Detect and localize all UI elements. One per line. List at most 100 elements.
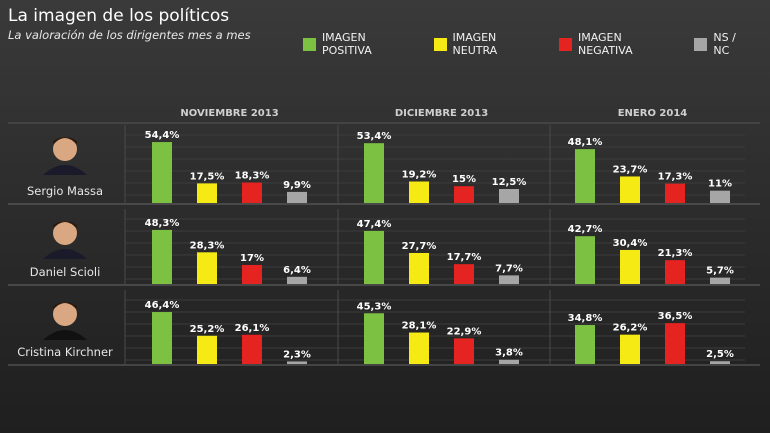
bar-positive bbox=[364, 230, 384, 284]
data-label-positive: 46,4% bbox=[145, 300, 180, 311]
bar-positive bbox=[364, 143, 384, 203]
data-label-negative: 17,3% bbox=[658, 172, 693, 183]
data-label-negative: 18,3% bbox=[235, 171, 270, 182]
legend: IMAGEN POSITIVA IMAGEN NEUTRA IMAGEN NEG… bbox=[303, 31, 770, 57]
bar-nsnc bbox=[499, 189, 519, 203]
data-label-neutral: 28,3% bbox=[190, 240, 225, 251]
bar-positive bbox=[575, 325, 595, 364]
bar-nsnc bbox=[287, 276, 307, 284]
data-label-nsnc: 9,9% bbox=[283, 180, 311, 191]
period-header: DICIEMBRE 2013 bbox=[395, 108, 488, 119]
bar-negative bbox=[454, 338, 474, 364]
politician-avatar-body bbox=[43, 249, 87, 259]
politician-avatar-hair bbox=[53, 137, 77, 145]
politician-avatar-body bbox=[43, 330, 87, 340]
bar-positive bbox=[152, 312, 172, 364]
data-label-negative: 22,9% bbox=[447, 326, 482, 337]
bar-positive bbox=[152, 229, 172, 284]
legend-item-neutral: IMAGEN NEUTRA bbox=[433, 31, 544, 57]
politician-name: Cristina Kirchner bbox=[17, 345, 113, 359]
data-label-neutral: 25,2% bbox=[190, 324, 225, 335]
period-header: NOVIEMBRE 2013 bbox=[180, 108, 278, 119]
legend-label-positive: IMAGEN POSITIVA bbox=[321, 31, 372, 57]
data-label-nsnc: 12,5% bbox=[492, 177, 527, 188]
data-label-positive: 48,3% bbox=[145, 218, 180, 229]
data-label-nsnc: 11% bbox=[708, 179, 732, 190]
data-label-nsnc: 3,8% bbox=[495, 348, 523, 359]
legend-label-nsnc: NS / NC bbox=[713, 31, 736, 57]
legend-label-neutral: IMAGEN NEUTRA bbox=[452, 31, 498, 57]
bar-nsnc bbox=[710, 277, 730, 284]
data-label-negative: 15% bbox=[452, 174, 476, 185]
bar-negative bbox=[665, 323, 685, 364]
bar-neutral bbox=[620, 176, 640, 203]
politician-name: Daniel Scioli bbox=[30, 265, 101, 279]
data-label-neutral: 19,2% bbox=[402, 169, 437, 180]
bar-neutral bbox=[409, 181, 429, 203]
data-label-negative: 26,1% bbox=[235, 323, 270, 334]
bar-neutral bbox=[409, 332, 429, 364]
bar-positive bbox=[575, 149, 595, 203]
data-label-neutral: 30,4% bbox=[613, 238, 648, 249]
bar-neutral bbox=[197, 183, 217, 203]
legend-item-nsnc: NS / NC bbox=[694, 31, 755, 57]
bar-negative bbox=[454, 186, 474, 203]
bar-negative bbox=[242, 334, 262, 364]
bar-positive bbox=[152, 142, 172, 203]
bar-nsnc bbox=[499, 359, 519, 364]
politician-name: Sergio Massa bbox=[27, 184, 103, 198]
politician-avatar bbox=[53, 221, 77, 245]
bar-neutral bbox=[620, 249, 640, 284]
bar-nsnc bbox=[287, 191, 307, 203]
data-label-neutral: 27,7% bbox=[402, 241, 437, 252]
legend-swatch-nsnc bbox=[694, 37, 708, 51]
data-label-positive: 54,4% bbox=[145, 130, 180, 141]
data-label-negative: 17,7% bbox=[447, 252, 482, 263]
bar-nsnc bbox=[287, 361, 307, 364]
politician-avatar bbox=[53, 137, 77, 161]
data-label-neutral: 28,1% bbox=[402, 321, 437, 332]
bar-neutral bbox=[197, 252, 217, 284]
bar-positive bbox=[575, 236, 595, 284]
data-label-neutral: 17,5% bbox=[190, 171, 225, 182]
data-label-neutral: 23,7% bbox=[613, 164, 648, 175]
bar-positive bbox=[364, 313, 384, 364]
data-label-positive: 42,7% bbox=[568, 224, 603, 235]
data-label-positive: 45,3% bbox=[357, 301, 392, 312]
data-label-nsnc: 6,4% bbox=[283, 265, 311, 276]
bar-negative bbox=[242, 182, 262, 203]
data-label-nsnc: 5,7% bbox=[706, 266, 734, 277]
data-label-nsnc: 2,5% bbox=[706, 349, 734, 360]
bar-nsnc bbox=[710, 361, 730, 364]
data-label-nsnc: 7,7% bbox=[495, 263, 523, 274]
bar-neutral bbox=[409, 252, 429, 284]
period-header: ENERO 2014 bbox=[618, 108, 688, 119]
bar-negative bbox=[665, 183, 685, 203]
data-label-negative: 21,3% bbox=[658, 248, 693, 259]
bar-negative bbox=[454, 264, 474, 284]
bar-negative bbox=[665, 260, 685, 284]
bar-nsnc bbox=[499, 275, 519, 284]
chart-title: La imagen de los políticos bbox=[8, 6, 230, 26]
legend-swatch-neutral bbox=[433, 37, 447, 51]
bar-negative bbox=[242, 264, 262, 284]
data-label-neutral: 26,2% bbox=[613, 323, 648, 334]
data-label-positive: 53,4% bbox=[357, 131, 392, 142]
legend-label-negative: IMAGEN NEGATIVA bbox=[577, 31, 633, 57]
data-label-negative: 17% bbox=[240, 253, 264, 264]
chart-subtitle: La valoración de los dirigentes mes a me… bbox=[8, 28, 251, 42]
politician-avatar-hair bbox=[53, 302, 77, 310]
bar-neutral bbox=[197, 335, 217, 364]
politician-avatar-body bbox=[43, 165, 87, 175]
data-label-positive: 47,4% bbox=[357, 219, 392, 230]
bar-neutral bbox=[620, 334, 640, 364]
politician-avatar bbox=[53, 302, 77, 326]
data-label-positive: 34,8% bbox=[568, 313, 603, 324]
data-label-nsnc: 2,3% bbox=[283, 349, 311, 360]
data-label-positive: 48,1% bbox=[568, 137, 603, 148]
legend-item-negative: IMAGEN NEGATIVA bbox=[559, 31, 679, 57]
data-label-negative: 36,5% bbox=[658, 311, 693, 322]
bar-nsnc bbox=[710, 190, 730, 203]
legend-item-positive: IMAGEN POSITIVA bbox=[303, 31, 419, 57]
